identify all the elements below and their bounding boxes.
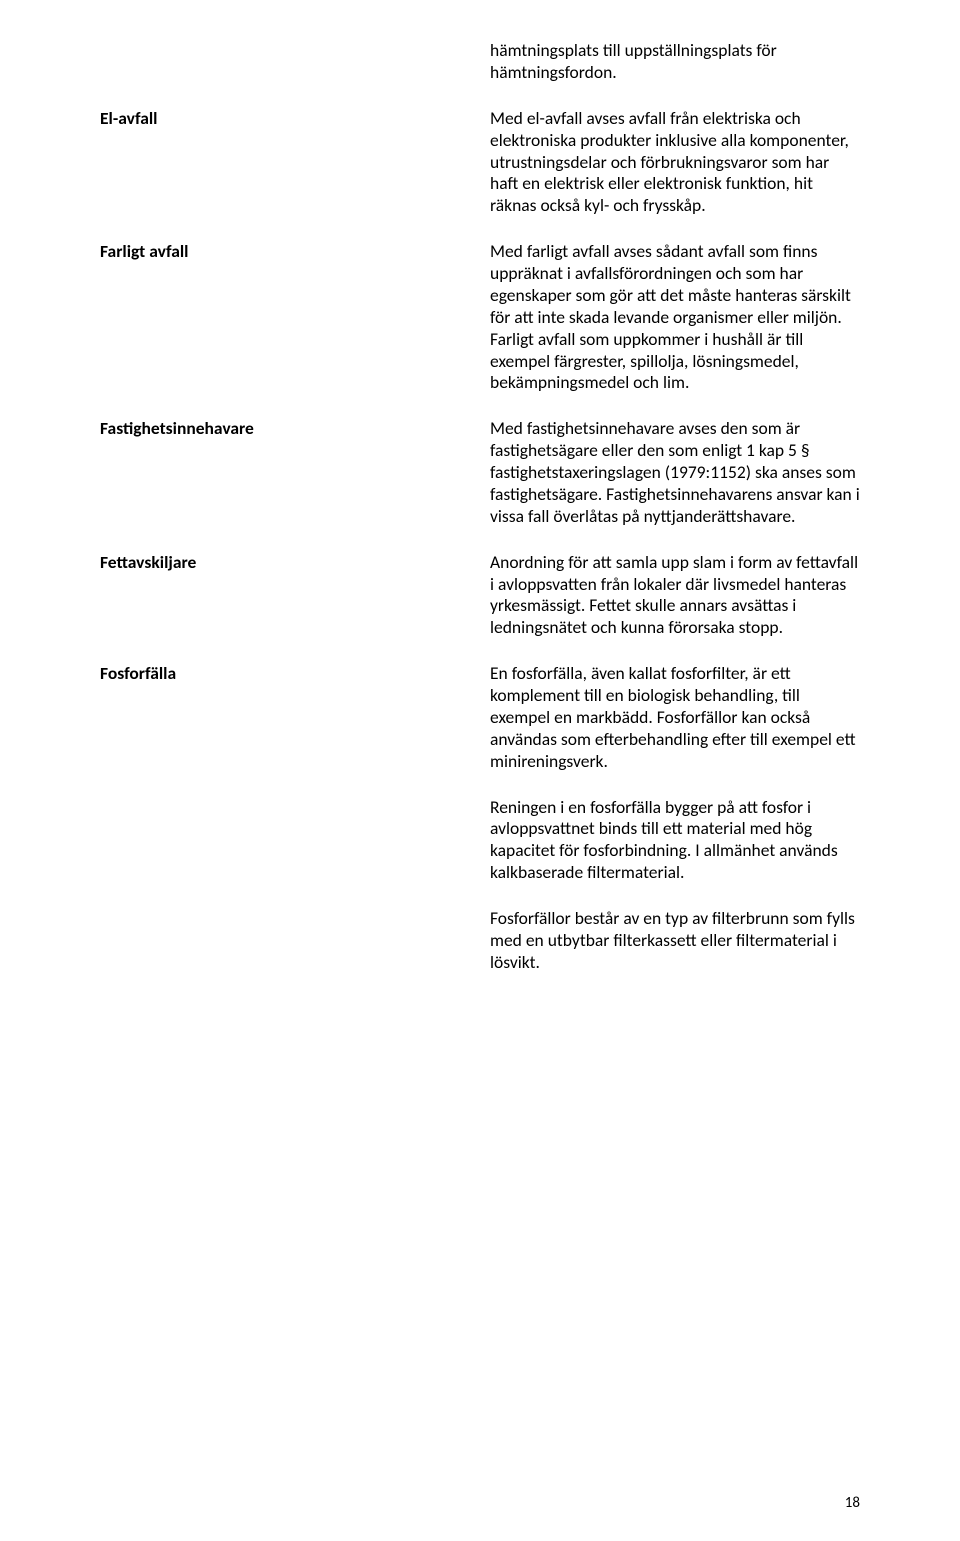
- definition-paragraph: Anordning för att samla upp slam i form …: [490, 552, 860, 640]
- definition: Anordning för att samla upp slam i form …: [490, 552, 860, 640]
- page-number: 18: [845, 1494, 860, 1513]
- term: Farligt avfall: [100, 241, 490, 394]
- definition-paragraph: Med farligt avfall avses sådant avfall s…: [490, 241, 860, 394]
- definition-row: FastighetsinnehavareMed fastighetsinneha…: [100, 418, 860, 527]
- term: El-avfall: [100, 108, 490, 217]
- term: Fosforfälla: [100, 663, 490, 974]
- definition-paragraph: Med el-avfall avses avfall från elektris…: [490, 108, 860, 217]
- intro-text: hämtningsplats till uppställningsplats f…: [490, 40, 860, 84]
- definition-row: El-avfallMed el-avfall avses avfall från…: [100, 108, 860, 217]
- definition: Med fastighetsinnehavare avses den som ä…: [490, 418, 860, 527]
- definition-row: Farligt avfallMed farligt avfall avses s…: [100, 241, 860, 394]
- definitions-list: El-avfallMed el-avfall avses avfall från…: [100, 108, 860, 974]
- definition: Med farligt avfall avses sådant avfall s…: [490, 241, 860, 394]
- term: Fettavskiljare: [100, 552, 490, 640]
- definition-paragraph: Fosforfällor består av en typ av filterb…: [490, 908, 860, 974]
- definition: Med el-avfall avses avfall från elektris…: [490, 108, 860, 217]
- definition-paragraph: En fosforfälla, även kallat fosforfilter…: [490, 663, 860, 772]
- definition: En fosforfälla, även kallat fosforfilter…: [490, 663, 860, 974]
- definition-row: FosforfällaEn fosforfälla, även kallat f…: [100, 663, 860, 974]
- definition-row: FettavskiljareAnordning för att samla up…: [100, 552, 860, 640]
- definition-paragraph: Reningen i en fosforfälla bygger på att …: [490, 797, 860, 885]
- definition-paragraph: Med fastighetsinnehavare avses den som ä…: [490, 418, 860, 527]
- term: Fastighetsinnehavare: [100, 418, 490, 527]
